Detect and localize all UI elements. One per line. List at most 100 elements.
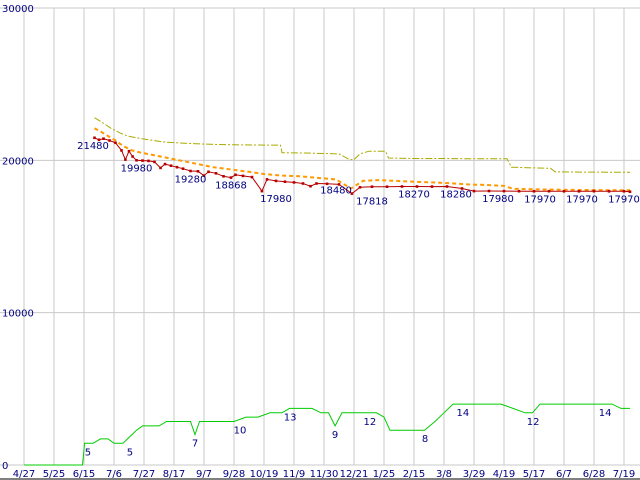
- lower-price-marker: [517, 189, 521, 193]
- data-label: 14: [457, 408, 470, 419]
- data-label: 18280: [440, 190, 472, 201]
- lower-price-marker: [159, 166, 162, 170]
- lower-price-marker: [163, 162, 167, 166]
- lower-price-marker: [222, 175, 225, 178]
- data-label: 17970: [524, 194, 556, 205]
- lower-price-marker: [131, 155, 134, 158]
- x-axis-label: 11/9: [283, 469, 305, 480]
- lower-price-marker: [292, 181, 296, 184]
- upper-price-line: [94, 117, 630, 173]
- x-axis-label: 5/17: [523, 469, 545, 480]
- y-axis-label: 10000: [2, 309, 34, 320]
- x-axis-label: 7/19: [613, 469, 635, 480]
- lower-price-marker: [337, 183, 341, 186]
- lower-price-marker: [108, 139, 111, 142]
- lower-price-marker: [214, 172, 218, 175]
- lower-price-marker: [260, 189, 264, 193]
- lower-price-marker: [309, 184, 312, 188]
- data-label: 12: [364, 417, 377, 428]
- lower-price-marker: [127, 149, 131, 153]
- lower-price-marker: [265, 178, 269, 181]
- x-axis-label: 12/21: [340, 469, 369, 480]
- lower-price-marker: [325, 182, 329, 186]
- lower-price-marker: [97, 138, 101, 142]
- lower-price-marker: [430, 185, 434, 188]
- data-label: 12: [527, 417, 540, 428]
- data-label: 17970: [608, 194, 640, 205]
- x-axis-label: 9/28: [223, 469, 245, 480]
- data-label: 5: [127, 447, 133, 458]
- lower-price-marker: [250, 175, 254, 179]
- lower-price-marker: [141, 159, 144, 162]
- x-axis-label: 5/25: [43, 469, 65, 480]
- lower-price-marker: [120, 149, 123, 152]
- y-axis-label: 20000: [2, 156, 34, 167]
- lower-price-marker: [607, 190, 611, 193]
- data-label: 18270: [398, 190, 430, 201]
- x-axis-label: 6/15: [73, 469, 95, 480]
- lower-price-marker: [385, 185, 389, 188]
- lower-price-marker: [315, 182, 318, 185]
- lower-price-marker: [460, 187, 464, 190]
- lower-price-marker: [202, 174, 206, 177]
- lower-price-marker: [547, 189, 551, 193]
- x-axis-label: 9/7: [196, 469, 212, 480]
- data-label: 19280: [175, 174, 207, 185]
- lower-price-marker: [114, 141, 117, 145]
- lower-price-marker: [274, 179, 278, 183]
- lower-price-marker: [93, 136, 96, 140]
- lower-price-marker: [350, 192, 354, 195]
- lower-price-marker: [135, 159, 138, 162]
- data-label: 7: [192, 439, 198, 450]
- middle-price-line: [94, 127, 630, 192]
- data-label: 10: [234, 426, 247, 437]
- lower-price-marker: [175, 165, 179, 169]
- lower-price-marker: [124, 158, 127, 161]
- lower-price-marker: [592, 189, 596, 193]
- lower-price-marker: [153, 160, 156, 164]
- x-axis-label: 7/6: [106, 469, 122, 480]
- lower-price-marker: [234, 173, 237, 177]
- lower-price-marker: [196, 170, 200, 173]
- lower-price-marker: [181, 167, 185, 170]
- x-axis-label: 11/30: [310, 469, 339, 480]
- x-axis-label: 3/29: [463, 469, 485, 480]
- lower-price-marker: [445, 185, 449, 188]
- lower-price-marker: [358, 186, 362, 189]
- x-axis-label: 4/19: [493, 469, 515, 480]
- data-label: 17970: [566, 194, 598, 205]
- data-label: 17818: [356, 197, 388, 208]
- lower-price-marker: [207, 170, 210, 174]
- data-label: 21480: [77, 141, 109, 152]
- x-axis-label: 2/15: [403, 469, 425, 480]
- lower-price-marker: [622, 190, 626, 193]
- data-label: 18480: [320, 186, 352, 197]
- data-label: 17980: [482, 194, 514, 205]
- y-axis-label: 30000: [2, 4, 34, 15]
- x-axis-label: 1/25: [373, 469, 395, 480]
- x-axis-label: 7/27: [133, 469, 155, 480]
- x-axis-label: 4/27: [13, 469, 35, 480]
- lower-price-marker: [577, 190, 581, 193]
- lower-price-marker: [400, 185, 404, 188]
- lower-price-marker: [189, 169, 192, 173]
- lower-price-marker: [229, 176, 233, 179]
- data-label: 17980: [260, 194, 292, 205]
- lower-price-marker: [102, 137, 105, 140]
- x-axis-label: 6/7: [556, 469, 572, 480]
- lower-price-marker: [415, 185, 419, 188]
- y-axis-label: 0: [2, 461, 8, 472]
- data-label: 9: [332, 430, 338, 441]
- x-axis-label: 10/19: [250, 469, 279, 480]
- x-axis-label: 6/28: [583, 469, 605, 480]
- data-label: 5: [85, 447, 91, 458]
- lower-price-marker: [472, 189, 476, 193]
- x-axis-label: 3/8: [436, 469, 452, 480]
- data-label: 18868: [215, 181, 247, 192]
- lower-price-marker: [487, 189, 491, 193]
- lower-price-marker: [370, 185, 374, 188]
- lower-price-marker: [301, 182, 305, 185]
- lower-price-marker: [628, 190, 632, 193]
- data-label: 19980: [121, 164, 153, 175]
